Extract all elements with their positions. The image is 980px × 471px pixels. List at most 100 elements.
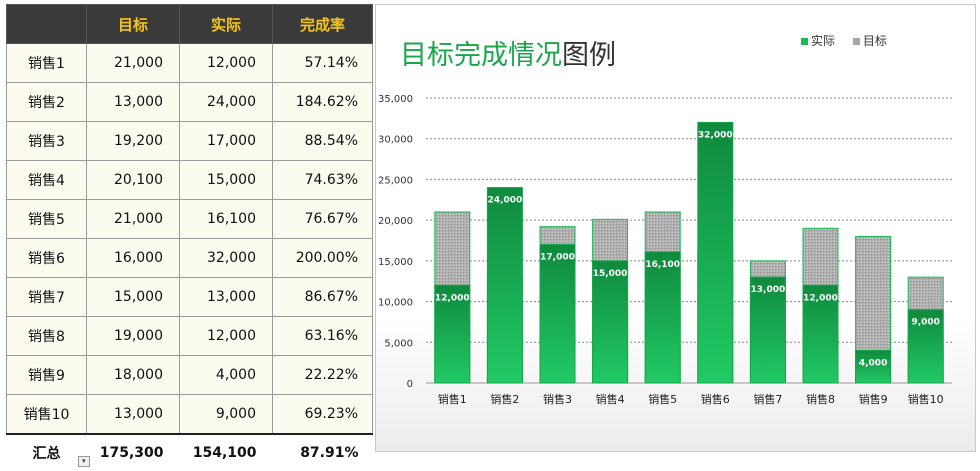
- total-actual-text: 154,100: [192, 445, 257, 461]
- table-row: 销售1 21,000 12,000 57.14%: [6, 43, 373, 83]
- cell-target: 13,000: [86, 394, 180, 435]
- legend-swatch-target: [852, 38, 860, 45]
- data-label: 4,000: [859, 358, 887, 368]
- legend-item-target: 目标: [852, 34, 887, 48]
- cell-actual: 4,000: [179, 355, 273, 395]
- cell-name: 销售1: [6, 43, 87, 83]
- x-tick-label: 销售4: [596, 392, 625, 406]
- cell-target: 19,200: [86, 121, 180, 161]
- chart-title-suffix: 图例: [562, 40, 616, 71]
- y-tick-label: 35,000: [378, 94, 413, 105]
- cell-rate: 69.23%: [272, 394, 373, 435]
- cell-target: 21,000: [86, 43, 180, 83]
- total-rate-text: 87.91%: [300, 445, 359, 461]
- cell-target: 13,000: [86, 82, 180, 122]
- data-label: 17,000: [540, 253, 575, 263]
- table-header: 目标 实际 完成率: [6, 4, 373, 44]
- header-actual: 实际: [179, 4, 273, 44]
- table-row: 销售3 19,200 17,000 88.54%: [6, 121, 373, 161]
- legend-item-actual: 实际: [801, 34, 835, 48]
- x-tick-label: 销售5: [648, 392, 677, 406]
- x-tick-label: 销售3: [543, 392, 572, 406]
- bar-actual: [644, 251, 681, 384]
- x-tick-label: 销售8: [806, 392, 835, 406]
- total-target: ▾ 175,300: [77, 433, 180, 471]
- cell-name: 销售9: [6, 355, 87, 395]
- y-tick-label: 5,000: [384, 338, 413, 349]
- bar-actual: [907, 309, 944, 384]
- bar-actual: [434, 284, 471, 384]
- data-label: 32,000: [698, 130, 733, 140]
- cell-rate: 22.22%: [272, 355, 373, 395]
- y-tick-label: 25,000: [378, 175, 413, 186]
- cell-rate: 63.16%: [272, 316, 373, 356]
- header-name: [6, 4, 87, 44]
- bar-actual: [697, 121, 734, 384]
- legend-label-actual: 实际: [811, 34, 836, 48]
- filter-dropdown-icon[interactable]: ▾: [77, 455, 90, 467]
- data-label: 12,000: [803, 293, 838, 303]
- cell-target: 15,000: [86, 277, 180, 317]
- cell-target: 16,000: [86, 238, 180, 278]
- bar-actual: [592, 260, 629, 384]
- cell-name: 销售3: [6, 121, 87, 161]
- chart-title: 目标完成情况图例: [400, 33, 616, 72]
- total-target-text: 175,300: [99, 445, 164, 461]
- table-row: 销售7 15,000 13,000 86.67%: [6, 277, 373, 317]
- bar-actual: [486, 187, 523, 384]
- cell-rate: 184.62%: [272, 82, 373, 122]
- table-row: 销售5 21,000 16,100 76.67%: [6, 199, 373, 239]
- total-row: 汇总 ▾ 175,300 154,100 87.91%: [6, 433, 373, 471]
- cell-actual: 16,100: [179, 199, 273, 239]
- cell-target: 21,000: [86, 199, 180, 239]
- bar-actual: [802, 284, 839, 384]
- x-tick-label: 销售2: [490, 392, 519, 406]
- x-tick-label: 销售1: [438, 392, 467, 406]
- table-row: 销售10 13,000 9,000 69.23%: [6, 394, 373, 435]
- y-tick-label: 20,000: [378, 216, 413, 227]
- cell-actual: 24,000: [179, 82, 273, 122]
- bar-actual: [539, 244, 576, 384]
- cell-name: 销售7: [6, 277, 87, 317]
- total-name-text: 汇总: [32, 446, 61, 462]
- cell-name: 销售6: [6, 238, 87, 278]
- table-row: 销售2 13,000 24,000 184.62%: [6, 82, 373, 122]
- cell-rate: 57.14%: [272, 43, 373, 83]
- y-tick-label: 15,000: [378, 257, 413, 268]
- x-tick-label: 销售7: [753, 392, 782, 406]
- cell-target: 20,100: [86, 160, 180, 200]
- cell-rate: 74.63%: [272, 160, 373, 200]
- data-label: 16,100: [645, 260, 680, 270]
- data-label: 12,000: [435, 293, 470, 303]
- cell-rate: 86.67%: [272, 277, 373, 317]
- cell-name: 销售10: [6, 394, 87, 435]
- data-label: 15,000: [593, 269, 628, 279]
- cell-name: 销售5: [6, 199, 87, 239]
- y-tick-label: 10,000: [378, 298, 413, 309]
- table-row: 销售4 20,100 15,000 74.63%: [6, 160, 373, 200]
- cell-actual: 12,000: [179, 316, 273, 356]
- header-rate: 完成率: [272, 4, 373, 44]
- cell-actual: 12,000: [179, 43, 273, 83]
- table-row: 销售6 16,000 32,000 200.00%: [6, 238, 373, 278]
- x-tick-label: 销售6: [701, 392, 730, 406]
- cell-actual: 32,000: [179, 238, 273, 278]
- y-tick-label: 0: [407, 379, 413, 390]
- total-name: 汇总: [6, 433, 87, 471]
- cell-actual: 9,000: [179, 394, 273, 435]
- cell-actual: 17,000: [179, 121, 273, 161]
- total-actual: 154,100: [179, 433, 273, 471]
- screen: 目标 实际 完成率 销售1 21,000 12,000 57.14% 销售2 13,000…: [6, 4, 976, 471]
- table-row: 销售8 19,000 12,000 63.16%: [6, 316, 373, 356]
- legend-label-target: 目标: [862, 34, 887, 48]
- data-label: 13,000: [751, 285, 786, 295]
- x-tick-label: 销售9: [859, 392, 888, 406]
- legend-swatch-actual: [801, 38, 808, 45]
- bar-actual: [749, 276, 786, 384]
- cell-target: 18,000: [86, 355, 180, 395]
- table-row: 销售9 18,000 4,000 22.22%: [6, 355, 373, 395]
- cell-name: 销售2: [6, 82, 87, 122]
- cell-name: 销售8: [6, 316, 87, 356]
- chart-legend: 实际 目标: [801, 32, 901, 49]
- cell-actual: 13,000: [179, 277, 273, 317]
